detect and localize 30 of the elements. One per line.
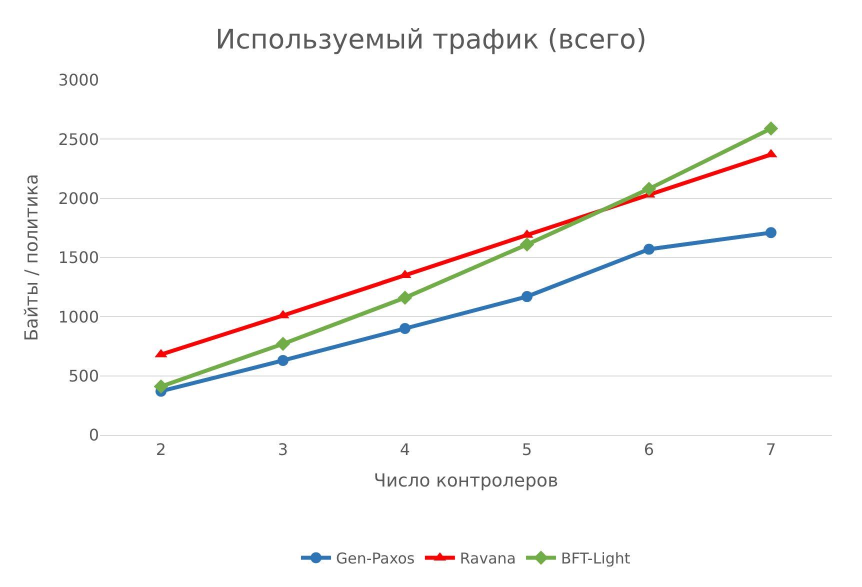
y-tick-label: 3000 (58, 70, 99, 90)
x-tick-label: 7 (766, 440, 776, 460)
legend-label: Gen-Paxos (336, 550, 415, 568)
legend-label: BFT-Light (560, 550, 630, 568)
x-tick-label: 5 (522, 440, 532, 460)
point (398, 290, 412, 305)
point (278, 354, 288, 366)
y-axis-title: Байты / политика (21, 174, 42, 342)
y-tick-label: 1500 (58, 248, 99, 268)
x-tick-label: 2 (156, 440, 166, 460)
point (400, 323, 410, 334)
x-tick-label: 6 (644, 440, 654, 460)
point (522, 291, 532, 302)
y-tick-label: 500 (68, 366, 99, 386)
x-tick-label: 4 (400, 440, 410, 460)
x-axis-title: Число контролеров (374, 470, 558, 492)
point (642, 182, 656, 196)
point (520, 237, 534, 252)
y-tick-label: 2500 (58, 130, 99, 149)
x-tick-label: 3 (278, 440, 288, 460)
point (764, 121, 778, 136)
legend-label: Ravana (460, 550, 516, 568)
y-tick-label: 0 (88, 426, 99, 445)
y-tick-label: 2000 (58, 188, 99, 208)
point (766, 227, 776, 238)
point (276, 336, 290, 352)
point (644, 244, 654, 255)
point (154, 379, 168, 394)
y-tick-label: 1000 (58, 307, 99, 326)
chart-title: Используемый трафик (всего) (215, 24, 647, 56)
